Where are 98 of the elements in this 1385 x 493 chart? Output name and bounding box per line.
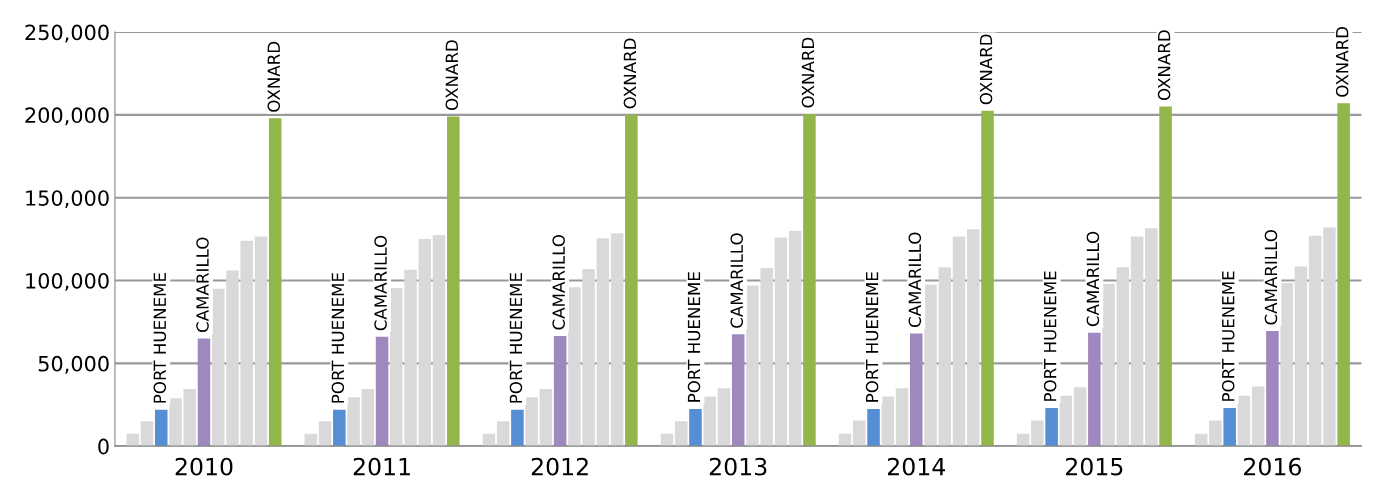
- bar: [525, 397, 538, 447]
- bar: [1045, 408, 1058, 447]
- text: CAMARILLO: [374, 235, 387, 331]
- bar: [1237, 395, 1251, 447]
- text: PORT HUENEME: [1221, 271, 1235, 401]
- bar: [333, 409, 346, 447]
- bar: [1059, 395, 1073, 447]
- text: PORT HUENEME: [687, 272, 701, 402]
- bar: [966, 229, 980, 447]
- bar: [731, 334, 745, 447]
- bar: [881, 396, 895, 447]
- bar: [268, 118, 282, 447]
- bar: [418, 239, 432, 447]
- bar: [1308, 235, 1322, 447]
- text: CAMARILLO: [1086, 231, 1100, 327]
- bar: [1266, 331, 1279, 447]
- bar: [660, 433, 674, 447]
- bar: [361, 389, 375, 447]
- bar: [1280, 283, 1293, 447]
- y-tick-label: 250,000: [25, 24, 109, 43]
- bar: [895, 388, 909, 447]
- bar: [867, 408, 880, 447]
- text: PORT HUENEME: [153, 273, 167, 403]
- text: CAMARILLO: [908, 232, 922, 328]
- bar: [432, 234, 446, 447]
- text: CAMARILLO: [1264, 230, 1278, 325]
- bar: [447, 116, 460, 447]
- text: CAMARILLO: [552, 234, 565, 330]
- bar: [1251, 386, 1265, 447]
- bar: [853, 420, 866, 447]
- bar: [496, 421, 510, 447]
- bar: [1016, 433, 1030, 447]
- y-tick-label: 100,000: [26, 272, 109, 291]
- bar: [689, 408, 702, 447]
- bar: [596, 238, 610, 447]
- bar: [482, 433, 496, 447]
- bar: [981, 110, 994, 447]
- x-tick-label: 2016: [1244, 457, 1301, 476]
- bar: [1130, 236, 1144, 447]
- bar: [553, 336, 567, 447]
- text: PORT HUENEME: [331, 273, 345, 403]
- bar: [1223, 408, 1236, 447]
- x-tick-label: 2015: [1066, 457, 1123, 476]
- bar: [625, 114, 638, 447]
- bar: [703, 396, 716, 447]
- bar: [126, 433, 140, 447]
- x-tick-label: 2010: [175, 457, 233, 476]
- text: PORT HUENEME: [509, 273, 523, 403]
- y-tick-label: 50,000: [38, 355, 109, 374]
- text: OXNARD: [267, 41, 281, 112]
- bar: [774, 237, 788, 447]
- bar: [347, 397, 360, 447]
- x-tick-label: 2013: [709, 457, 767, 476]
- x-tick-label: 2011: [353, 457, 410, 476]
- y-tick-label: 150,000: [26, 190, 109, 209]
- text: OXNARD: [979, 34, 993, 105]
- bar: [803, 114, 816, 447]
- text: PORT HUENEME: [1043, 271, 1057, 401]
- text: OXNARD: [1335, 26, 1349, 97]
- x-tick-label: 2012: [531, 457, 588, 476]
- bar: [1323, 227, 1336, 447]
- bar: [952, 236, 966, 447]
- text: OXNARD: [1157, 30, 1171, 101]
- bar: [318, 421, 332, 447]
- bar: [610, 233, 624, 447]
- bar: [788, 230, 802, 447]
- bar: [1102, 283, 1115, 447]
- y-tick-label: 200,000: [25, 107, 109, 126]
- bar: [1145, 228, 1158, 447]
- text: PORT HUENEME: [865, 272, 879, 402]
- bar: [1088, 332, 1101, 447]
- bar: [1337, 103, 1350, 447]
- bar: [375, 336, 389, 447]
- bar: [717, 388, 731, 447]
- text: CAMARILLO: [196, 237, 209, 332]
- bar: [539, 389, 553, 447]
- bar: [1294, 266, 1308, 447]
- y-tick-label: 0: [98, 438, 109, 455]
- bar: [838, 433, 852, 447]
- bar: [254, 236, 268, 447]
- text: OXNARD: [801, 37, 815, 108]
- text: OXNARD: [623, 38, 637, 109]
- bar: [674, 421, 688, 447]
- bar: [197, 338, 211, 447]
- bar: [1116, 267, 1130, 447]
- x-tick-label: 2014: [887, 457, 945, 476]
- bar: [304, 433, 318, 447]
- bar: [1073, 387, 1087, 447]
- bar: [1209, 420, 1222, 447]
- text: OXNARD: [445, 40, 459, 111]
- text: CAMARILLO: [730, 233, 744, 328]
- bar: [511, 409, 524, 447]
- bar: [1159, 106, 1172, 447]
- bar: [140, 421, 154, 447]
- bar: [1031, 420, 1044, 447]
- bar: [1194, 433, 1208, 447]
- bar: [910, 333, 923, 447]
- bar: [154, 409, 168, 447]
